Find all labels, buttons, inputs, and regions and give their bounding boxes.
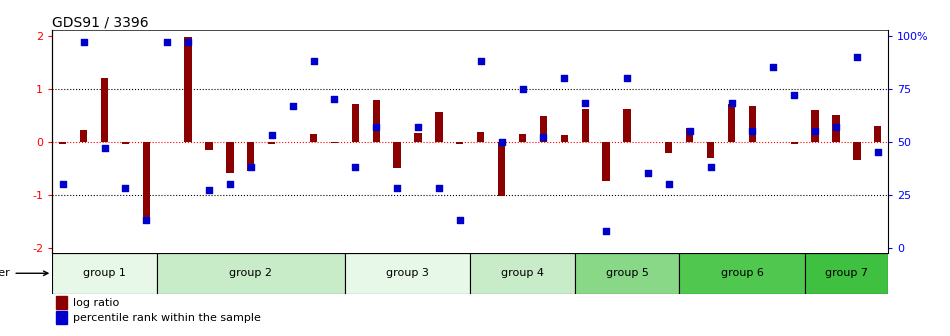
Text: group 4: group 4: [501, 268, 544, 278]
Point: [160, 39, 175, 45]
Point: [619, 75, 635, 81]
Point: [870, 150, 885, 155]
Bar: [414, 133, 422, 142]
Point: [306, 58, 321, 64]
Point: [118, 185, 133, 191]
Bar: [707, 142, 714, 158]
Point: [452, 217, 467, 223]
Point: [222, 181, 238, 187]
Bar: [560, 135, 568, 142]
Point: [348, 164, 363, 170]
Bar: [247, 142, 255, 171]
Point: [390, 185, 405, 191]
Bar: [470, 253, 575, 294]
Text: GDS91 / 3396: GDS91 / 3396: [52, 15, 149, 29]
Point: [285, 103, 300, 108]
Bar: [268, 142, 276, 144]
Point: [808, 128, 823, 134]
Bar: [519, 134, 526, 142]
Bar: [157, 253, 345, 294]
Bar: [540, 116, 547, 142]
Point: [640, 171, 656, 176]
Bar: [581, 109, 589, 142]
Point: [557, 75, 572, 81]
Text: group 5: group 5: [605, 268, 649, 278]
Bar: [142, 142, 150, 224]
Bar: [226, 142, 234, 173]
Bar: [372, 100, 380, 142]
Point: [745, 128, 760, 134]
Bar: [790, 142, 798, 144]
Text: other: other: [0, 268, 48, 278]
Bar: [728, 104, 735, 142]
Point: [536, 135, 551, 140]
Bar: [59, 142, 66, 144]
Text: group 3: group 3: [386, 268, 429, 278]
Bar: [101, 78, 108, 142]
Point: [97, 145, 112, 151]
Point: [682, 128, 697, 134]
Text: group 7: group 7: [825, 268, 868, 278]
Point: [828, 124, 844, 129]
Bar: [749, 106, 756, 142]
Bar: [345, 253, 470, 294]
Bar: [456, 142, 464, 144]
Bar: [602, 142, 610, 181]
Bar: [874, 126, 882, 142]
Bar: [665, 142, 673, 153]
Point: [787, 92, 802, 98]
Bar: [805, 253, 888, 294]
Point: [849, 54, 865, 59]
Point: [243, 164, 258, 170]
Bar: [686, 128, 694, 142]
Point: [473, 58, 488, 64]
Point: [180, 39, 196, 45]
Point: [139, 217, 154, 223]
Point: [410, 124, 426, 129]
Text: percentile rank within the sample: percentile rank within the sample: [73, 313, 261, 323]
Bar: [56, 311, 66, 324]
Point: [55, 181, 70, 187]
Point: [494, 139, 509, 144]
Bar: [477, 132, 484, 142]
Bar: [184, 37, 192, 142]
Point: [598, 228, 614, 234]
Point: [76, 39, 91, 45]
Bar: [832, 115, 840, 142]
Bar: [122, 142, 129, 144]
Bar: [52, 253, 157, 294]
Bar: [623, 109, 631, 142]
Bar: [435, 113, 443, 142]
Point: [578, 101, 593, 106]
Text: log ratio: log ratio: [73, 298, 120, 307]
Bar: [575, 253, 679, 294]
Bar: [811, 110, 819, 142]
Bar: [56, 296, 66, 309]
Point: [201, 188, 217, 193]
Point: [431, 185, 446, 191]
Text: group 6: group 6: [720, 268, 764, 278]
Bar: [393, 142, 401, 168]
Bar: [310, 134, 317, 142]
Point: [766, 65, 781, 70]
Bar: [80, 130, 87, 142]
Bar: [679, 253, 805, 294]
Point: [264, 133, 279, 138]
Text: group 1: group 1: [83, 268, 126, 278]
Bar: [205, 142, 213, 150]
Bar: [352, 104, 359, 142]
Bar: [498, 142, 505, 196]
Point: [703, 164, 718, 170]
Point: [661, 181, 676, 187]
Bar: [331, 142, 338, 143]
Point: [724, 101, 739, 106]
Point: [515, 86, 530, 91]
Text: group 2: group 2: [229, 268, 273, 278]
Point: [369, 124, 384, 129]
Point: [327, 96, 342, 102]
Bar: [853, 142, 861, 160]
